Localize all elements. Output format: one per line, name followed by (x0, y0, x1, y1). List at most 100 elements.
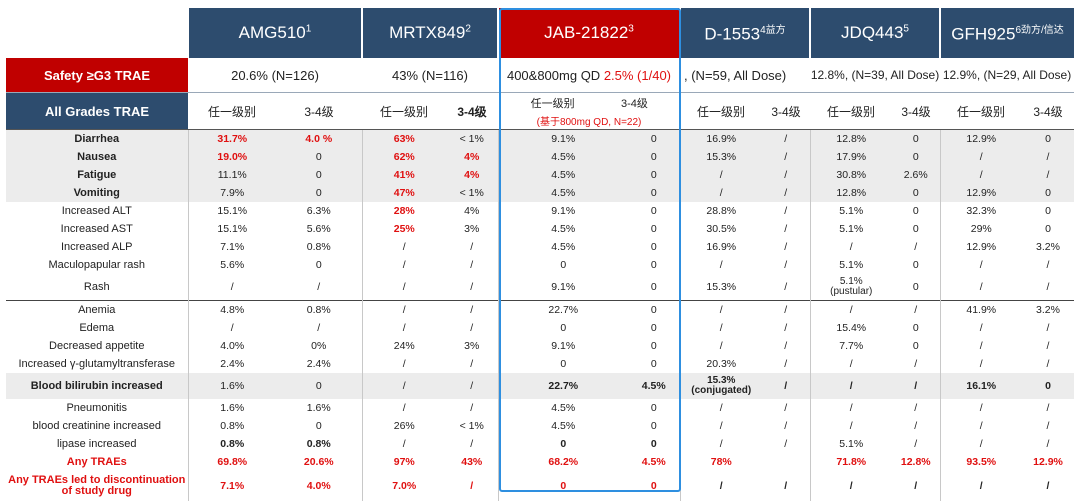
table-cell: / (470, 281, 474, 293)
table-cell: 0 (497, 256, 628, 274)
table-cell: 78% (679, 453, 762, 471)
table-cell: 5.6% (306, 223, 331, 235)
jab-dose-note: (基于800mg QD, N=22) (536, 116, 642, 128)
table-cell: / (892, 373, 941, 399)
table-cell: 30.8% (809, 166, 893, 184)
table-cell: 5.1% (809, 435, 893, 453)
table-cell: 31.7% (187, 129, 276, 148)
table-cell: 5.1% (809, 220, 893, 238)
table-cell: 2.4% (306, 358, 331, 370)
table-cell: / (1046, 340, 1050, 352)
table-cell: / (361, 435, 446, 453)
header-corner (6, 8, 188, 58)
safety-jdq443: 12.8%, (N=39, All Dose) (810, 58, 941, 93)
table-cell: 0 (650, 340, 657, 352)
table-cell: 4.5% (497, 166, 628, 184)
table-cell: 32.3% (939, 202, 1023, 220)
table-cell: 12.8% (900, 456, 931, 468)
row-label: Diarrhea (6, 129, 188, 148)
safety-gfh925: 12.9%, (N=29, All Dose) (940, 58, 1075, 93)
table-cell: 69.8% (187, 453, 276, 471)
table-cell: / (762, 373, 811, 399)
table-cell: 12.9% (939, 184, 1023, 202)
table-cell: 7.7% (809, 337, 893, 355)
table-cell: 0 (912, 223, 919, 235)
table-cell: / (1046, 322, 1050, 334)
table-cell: 0 (628, 129, 680, 148)
table-cell: 5.1% (809, 202, 893, 220)
table-cell: / (939, 337, 1023, 355)
table-cell: 62% (361, 148, 446, 166)
table-cell: 22.7% (497, 373, 628, 399)
table-row: Pneumonitis 1.6% 1.6% / / 4.5% 0 / / / / / / (6, 399, 1074, 417)
table-cell: / (470, 358, 474, 370)
table-cell: 2.4% (187, 355, 276, 373)
table-cell: 0 (650, 358, 657, 370)
table-cell: 4.5% (497, 399, 628, 417)
table-cell: 0.8% (187, 417, 276, 435)
table-cell: / (187, 319, 276, 337)
table-cell: 12.8% (809, 184, 893, 202)
table-cell: 0 (315, 420, 322, 432)
table-cell: 15.3% (conjugated) (679, 373, 762, 399)
table-cell-value: 15.3% (707, 375, 736, 386)
trae-comparison-table: AMG5101 MRTX8492 JAB-218223 D-15534益方 JD… (6, 8, 1075, 501)
safety-d1553: , (N=59, All Dose) (680, 58, 811, 93)
table-cell: < 1% (446, 129, 498, 148)
table-cell: 41% (361, 166, 446, 184)
table-cell: / (361, 238, 446, 256)
table-row: blood creatinine increased 0.8% 0 26% < 1% 4.… (6, 417, 1074, 435)
table-cell: 43% (461, 456, 483, 468)
table-cell: 0 (912, 205, 919, 217)
table-cell: 6.3% (306, 205, 331, 217)
row-label: Increased γ-glutamyltransferase (18, 358, 175, 370)
row-label: Decreased appetite (49, 340, 145, 352)
table-row: Increased ALT 15.1% 6.3% 28% 4% 9.1% 0 28.8% / 5.… (6, 202, 1074, 220)
table-cell: 0 (650, 223, 657, 235)
table-cell: 3% (464, 223, 480, 235)
safety-row: Safety ≥G3 TRAE 20.6% (N=126) 43% (N=116… (6, 58, 1075, 93)
table-cell: / (784, 259, 788, 271)
table-cell: / (939, 274, 1023, 301)
table-cell: 0 (892, 129, 941, 148)
table-cell: 4.5% (497, 238, 628, 256)
table-cell: 0 (628, 148, 680, 166)
row-label: Fatigue (6, 166, 188, 184)
table-cell: / (679, 399, 762, 417)
table-cell: 0 (497, 435, 628, 453)
table-cell: 97% (361, 453, 446, 471)
table-cell: 0 (912, 281, 919, 293)
table-cell: 16.9% (679, 129, 762, 148)
table-cell: / (914, 420, 918, 432)
table-cell: 4.0 % (276, 129, 362, 148)
table-cell: 0 (497, 319, 628, 337)
safety-label: Safety ≥G3 TRAE (6, 58, 188, 93)
table-cell: / (679, 166, 762, 184)
table-cell: 3.2% (1022, 300, 1075, 319)
table-row: Anemia 4.8% 0.8% //22.7% 0// //41.9% 3.2% (6, 300, 1075, 319)
table-cell: 0 (650, 480, 657, 492)
table-cell: 4.5% (497, 417, 628, 435)
table-cell: 0 (1045, 223, 1051, 235)
table-cell: 0 (650, 420, 657, 432)
table-cell: < 1% (446, 184, 498, 202)
table-cell: 7.1% (187, 471, 276, 501)
jab-grade-subheader: 任一级别 3-4级 (基于800mg QD, N=22) (498, 92, 680, 130)
table-cell: / (679, 300, 762, 319)
table-cell: 9.1% (497, 337, 628, 355)
table-cell: 0 (1045, 205, 1051, 217)
table-cell: 0 (650, 281, 657, 293)
table-row: Increased γ-glutamyltransferase 2.4% 2.4% /… (6, 355, 1074, 373)
table-cell: / (784, 281, 788, 293)
gfh-any-grade: 任一级别 (940, 92, 1023, 130)
table-cell: / (939, 399, 1023, 417)
table-cell: 0 (628, 166, 680, 184)
table-cell: 4% (446, 148, 498, 166)
table-cell: 11.1% (187, 166, 276, 184)
table-cell: 0 (628, 300, 680, 319)
table-cell: / (361, 319, 446, 337)
table-cell: 9.1% (497, 274, 628, 301)
drug-header-row: AMG5101 MRTX8492 JAB-218223 D-15534益方 JD… (6, 8, 1075, 58)
table-cell: 0 (650, 259, 657, 271)
table-cell: / (187, 274, 276, 301)
